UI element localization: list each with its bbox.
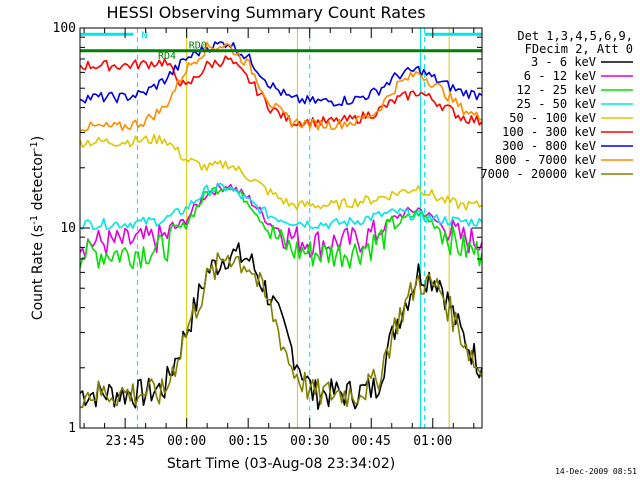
x-tick-label-4: 00:45 bbox=[352, 434, 391, 449]
legend-label-8: 7000 - 20000 keV bbox=[480, 167, 596, 181]
legend-label-4: 50 - 100 keV bbox=[509, 111, 596, 125]
y-axis-title: Count Rate (s-1 detector-1) bbox=[29, 136, 46, 320]
flag-label-rd4: RD4 bbox=[158, 51, 176, 62]
x-tick-label-2: 00:15 bbox=[229, 434, 268, 449]
legend-label-2: 12 - 25 keV bbox=[517, 83, 596, 97]
legend-header-line-1: Det 1,3,4,5,6,9, bbox=[517, 29, 633, 43]
flag-label-rd0: RD0 bbox=[189, 40, 207, 51]
legend-label-1: 6 - 12 keV bbox=[524, 69, 596, 83]
series-line-5 bbox=[79, 55, 483, 128]
y-axis-title-sup1: -1 bbox=[29, 215, 40, 225]
y-axis-title-part2: detector bbox=[30, 151, 46, 215]
legend-label-3: 25 - 50 keV bbox=[517, 97, 596, 111]
y-tick-label-1: 10 bbox=[60, 221, 76, 236]
axes: 1 10 100 23:45 00:00 00:15 00:30 00:45 01:00 bbox=[53, 21, 482, 449]
series-line-2 bbox=[79, 186, 483, 270]
series-line-6 bbox=[79, 41, 483, 107]
series-line-3 bbox=[79, 182, 483, 230]
x-axis-title: Start Time (03-Aug-08 23:34:02) bbox=[167, 456, 395, 472]
legend-header-line-2: FDecim 2, Att 0 bbox=[525, 42, 633, 56]
flag-label-n: N bbox=[142, 30, 148, 41]
x-tick-label-5: 01:00 bbox=[413, 434, 452, 449]
legend-label-7: 800 - 7000 keV bbox=[495, 153, 596, 167]
legend-label-5: 100 - 300 keV bbox=[502, 125, 596, 139]
chart-title: HESSI Observing Summary Count Rates bbox=[106, 3, 425, 22]
series-line-4 bbox=[79, 133, 483, 211]
footer-date: 14-Dec-2009 08:51 bbox=[555, 467, 637, 476]
x-tick-label-0: 23:45 bbox=[106, 434, 145, 449]
x-tick-label-1: 00:00 bbox=[167, 434, 206, 449]
y-tick-label-0: 1 bbox=[68, 421, 76, 436]
plot-area: N RD0 RD4 bbox=[79, 28, 483, 428]
y-tick-label-2: 100 bbox=[53, 21, 76, 36]
x-tick-label-3: 00:30 bbox=[290, 434, 329, 449]
legend-label-6: 300 - 800 keV bbox=[502, 139, 596, 153]
series-line-8 bbox=[79, 252, 483, 409]
y-axis-title-sup2: -1 bbox=[29, 141, 40, 151]
legend-label-0: 3 - 6 keV bbox=[531, 55, 596, 69]
series-line-7 bbox=[79, 41, 483, 132]
y-axis-title-part1: Count Rate (s bbox=[30, 225, 46, 320]
y-axis-title-close: ) bbox=[30, 136, 46, 141]
